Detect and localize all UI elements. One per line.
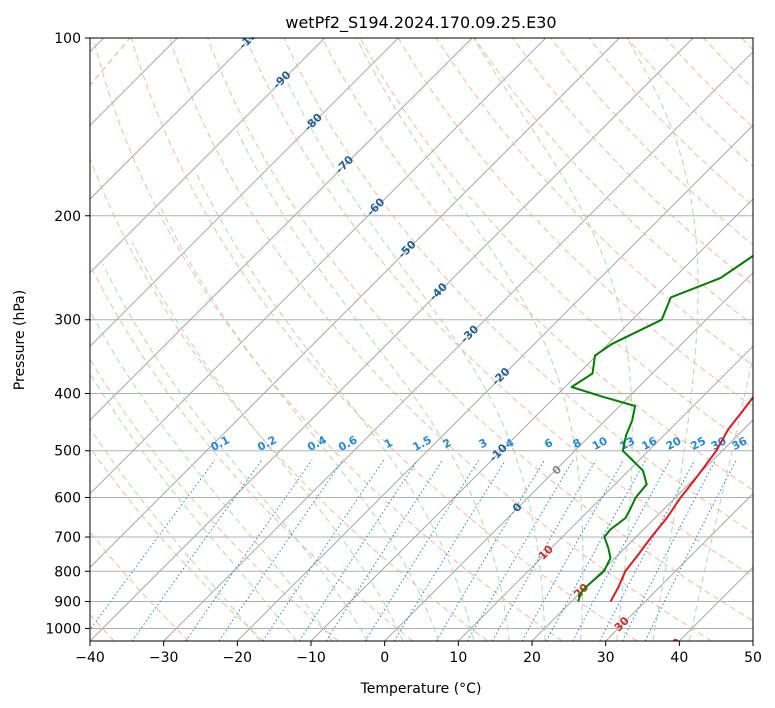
isotherm-line bbox=[90, 38, 473, 421]
x-axis-label: Temperature (°C) bbox=[360, 681, 482, 697]
x-tick-label: 10 bbox=[449, 650, 467, 666]
profile-lines bbox=[570, 254, 753, 602]
moist-adiabat-line bbox=[131, 241, 404, 641]
mixing-ratio-label: 25 bbox=[688, 434, 708, 453]
mixing-ratio-line bbox=[644, 459, 737, 641]
mixing-ratio-line bbox=[467, 459, 574, 641]
axes: −40 −30 −20 −10 0 10 20 30 40 50 100 200 300 400 500 60… bbox=[45, 31, 762, 666]
x-tick-label: −40 bbox=[75, 650, 105, 666]
dry-adiabat-line bbox=[359, 38, 753, 449]
y-tick-label: 600 bbox=[54, 490, 81, 506]
moist-adiabat-line bbox=[235, 128, 510, 641]
temperature-profile-line bbox=[609, 395, 753, 602]
mixing-ratio-line bbox=[435, 459, 545, 641]
x-tick-label: 20 bbox=[523, 650, 541, 666]
mixing-ratio-line bbox=[262, 459, 385, 641]
plot-frame bbox=[89, 37, 754, 642]
mixing-ratio-line bbox=[185, 459, 313, 641]
mixing-ratio-label: 36 bbox=[730, 434, 750, 453]
y-tick-label: 900 bbox=[54, 594, 81, 610]
y-tick-label: 200 bbox=[54, 209, 81, 225]
moist-adiabat-line bbox=[90, 310, 333, 641]
mixing-ratio-line bbox=[131, 459, 263, 641]
moist-adiabat-line bbox=[287, 82, 546, 641]
isotherm-line bbox=[90, 38, 547, 495]
moist-adiabat-line bbox=[356, 38, 584, 641]
adiabat-label: 40 bbox=[664, 636, 684, 656]
background-lines bbox=[90, 38, 753, 641]
dry-adiabat-line bbox=[90, 446, 264, 641]
mixing-ratio-line bbox=[521, 459, 624, 641]
mixing-ratio-line bbox=[90, 459, 216, 631]
moist-adiabat-line bbox=[90, 427, 261, 641]
isotherm-line bbox=[90, 38, 694, 641]
y-axis-label: Pressure (hPa) bbox=[12, 290, 28, 390]
dry-adiabat-line bbox=[92, 38, 563, 641]
isotherm-line bbox=[531, 419, 753, 641]
moist-adiabat-line bbox=[90, 372, 297, 641]
isotherm-line bbox=[605, 492, 753, 641]
dry-adiabat-line bbox=[397, 38, 753, 408]
dewpoint-profile-line bbox=[570, 254, 753, 602]
isotherm-line bbox=[90, 38, 252, 200]
dry-adiabat-line bbox=[512, 38, 753, 286]
isotherm-line bbox=[236, 124, 753, 641]
x-tick-label: 0 bbox=[380, 650, 389, 666]
moist-adiabat-line bbox=[195, 173, 475, 641]
x-tick-label: −30 bbox=[149, 650, 179, 666]
y-tick-label: 300 bbox=[54, 313, 81, 329]
isotherm-line bbox=[90, 38, 326, 274]
y-tick-label: 1000 bbox=[45, 621, 81, 637]
y-tick-label: 500 bbox=[54, 444, 81, 460]
x-tick-label: 50 bbox=[744, 650, 762, 666]
mixing-ratio-line bbox=[218, 459, 344, 641]
moist-adiabat-line bbox=[102, 263, 369, 641]
mixing-ratio-label: 10 bbox=[590, 434, 610, 453]
moist-adiabat-line bbox=[688, 354, 753, 641]
chart-title: wetPf2_S194.2024.170.09.25.E30 bbox=[285, 13, 556, 33]
isotherm-line bbox=[384, 271, 753, 641]
dry-adiabat-line bbox=[207, 38, 753, 622]
dry-adiabat-line bbox=[130, 38, 638, 641]
x-tick-label: −20 bbox=[223, 650, 253, 666]
mixing-ratio-label: 16 bbox=[640, 434, 660, 453]
dry-adiabat-line bbox=[321, 38, 753, 491]
y-tick-label: 400 bbox=[54, 387, 81, 403]
moist-adiabat-line bbox=[626, 38, 699, 641]
mixing-ratio-line bbox=[393, 459, 506, 641]
y-tick-label: 800 bbox=[54, 564, 81, 580]
mixing-ratio-line bbox=[621, 459, 716, 641]
x-tick-label: 30 bbox=[597, 650, 615, 666]
isotherm-line bbox=[457, 345, 753, 641]
x-tick-label: −10 bbox=[296, 650, 326, 666]
dry-adiabat-line bbox=[626, 38, 753, 168]
y-tick-label: 100 bbox=[54, 31, 81, 47]
isotherm-line bbox=[163, 50, 753, 641]
isotherm-line bbox=[90, 38, 399, 348]
moist-adiabat-line bbox=[473, 38, 633, 641]
mixing-ratio-label: 20 bbox=[664, 434, 684, 453]
dry-adiabat-line bbox=[245, 38, 753, 578]
y-tick-label: 700 bbox=[54, 530, 81, 546]
isotherm-line bbox=[90, 38, 620, 569]
x-tick-label: 40 bbox=[670, 650, 688, 666]
